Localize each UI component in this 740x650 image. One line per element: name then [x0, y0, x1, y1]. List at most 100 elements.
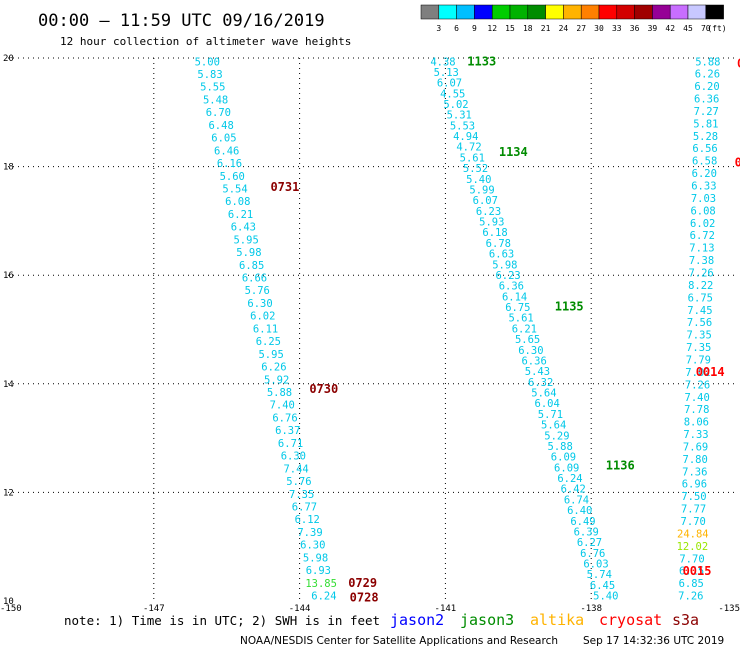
- wave-height-value: 6.25: [256, 336, 281, 348]
- wave-height-value: 6.23: [495, 270, 520, 282]
- wave-height-value: 6.72: [690, 230, 715, 242]
- wave-height-value: 5.64: [541, 420, 566, 432]
- wave-height-value: 12.02: [677, 541, 709, 553]
- wave-height-value: 7.77: [681, 504, 706, 516]
- satellite-jason2: jason2: [390, 611, 444, 629]
- legend-label: 18: [523, 24, 533, 33]
- satellite-s3a: s3a: [672, 611, 699, 629]
- wave-height-value: 6.15: [679, 566, 704, 578]
- wave-height-value: 7.44: [283, 463, 308, 475]
- legend-swatch: [456, 4, 475, 20]
- satellite-jason3: jason3: [460, 611, 514, 629]
- wave-height-value: 7.39: [297, 527, 322, 539]
- wave-height-value: 6.11: [253, 323, 278, 335]
- wave-height-value: 6.70: [206, 107, 231, 119]
- wave-height-value: 6.05: [211, 133, 236, 145]
- legend-swatch: [509, 4, 529, 20]
- wave-height-value: 4.94: [453, 131, 478, 143]
- legend-swatch: [438, 4, 457, 20]
- wave-height-value: 5.64: [531, 388, 556, 400]
- wave-height-value: 6.04: [535, 398, 560, 410]
- wave-height-value: 6.45: [590, 580, 615, 592]
- x-tick-label: -150: [0, 604, 22, 614]
- pass-label: 00: [737, 56, 740, 70]
- wave-height-value: 5.61: [460, 152, 485, 164]
- legend-swatch: [687, 4, 707, 20]
- wave-height-value: 13.85: [305, 578, 337, 590]
- satellite-legend: jason2 jason3 altika cryosat s3a: [390, 611, 699, 629]
- wave-height-value: 5.88: [267, 387, 292, 399]
- legend-swatch: [598, 4, 618, 20]
- wave-height-value: 7.33: [683, 429, 708, 441]
- note-text: note: 1) Time is in UTC; 2) SWH is in fe…: [64, 613, 380, 628]
- wave-height-value: 6.74: [564, 494, 589, 506]
- wave-height-value: 6.20: [694, 81, 719, 93]
- wave-height-value: 6.75: [505, 302, 530, 314]
- wave-height-value: 7.40: [685, 392, 710, 404]
- wave-height-value: 5.95: [233, 234, 258, 246]
- wave-height-value: 6.08: [225, 196, 250, 208]
- axis-ticks: -150 -147 -144 -141 -138 -135 10 12 14 16 18 20: [0, 54, 740, 614]
- wave-height-value: 6.36: [521, 355, 546, 367]
- wave-height-value: 7.36: [682, 466, 707, 478]
- wave-height-value: 4.72: [456, 142, 481, 154]
- wave-height-value: 6.03: [583, 559, 608, 571]
- legend-label: 24: [559, 24, 569, 33]
- wave-height-value: 6.21: [228, 209, 253, 221]
- wave-height-value: 7.26: [688, 267, 713, 279]
- wave-height-value: 7.79: [686, 354, 711, 366]
- wave-height-value: 6.37: [275, 425, 300, 437]
- wave-height-value: 6.39: [574, 526, 599, 538]
- wave-height-value: 5.00: [195, 56, 220, 68]
- wave-height-value: 6.26: [695, 69, 720, 81]
- wave-height-value: 5.02: [443, 99, 468, 111]
- wave-height-value: 6.12: [295, 514, 320, 526]
- legend-swatch: [669, 4, 689, 20]
- legend-label: 6: [454, 24, 459, 33]
- wave-height-value: 4.55: [440, 88, 465, 100]
- wave-height-value: 24.84: [677, 528, 709, 540]
- wave-height-value: 5.61: [508, 313, 533, 325]
- wave-height-value: 6.42: [561, 484, 586, 496]
- footer-timestamp: Sep 17 14:32:36 UTC 2019: [583, 635, 724, 647]
- wave-height-value: 6.48: [208, 120, 233, 132]
- wave-height-value: 7.38: [689, 255, 714, 267]
- wave-height-value: 5.98: [236, 247, 261, 259]
- wave-height-value: 5.31: [447, 110, 472, 122]
- wave-height-value: 5.60: [220, 171, 245, 183]
- legend-label: 36: [630, 24, 640, 33]
- wave-height-value: 6.23: [476, 206, 501, 218]
- wave-height-value: 5.76: [245, 285, 270, 297]
- wave-height-value: 6.76: [272, 412, 297, 424]
- footer-credit: NOAA/NESDIS Center for Satellite Applica…: [240, 635, 558, 647]
- wave-height-value: 6.40: [567, 505, 592, 517]
- legend-swatch: [652, 4, 671, 20]
- wave-height-value: 6.46: [214, 145, 239, 157]
- pass-label: 1133: [467, 54, 496, 68]
- wave-height-value: 5.71: [538, 409, 563, 421]
- pass-label: 0728: [350, 591, 379, 605]
- wave-height-value: 6.30: [281, 451, 306, 463]
- wave-height-value: 5.88: [695, 56, 720, 68]
- wave-height-value: 6.93: [306, 565, 331, 577]
- wave-height-value: 5.92: [264, 374, 289, 386]
- legend-swatch: [474, 4, 493, 20]
- wave-height-value: 6.30: [247, 298, 272, 310]
- wave-height-value: 6.75: [688, 292, 713, 304]
- wave-height-value: 5.53: [450, 120, 475, 132]
- wave-height-value: 6.71: [278, 438, 303, 450]
- legend-swatch: [580, 4, 600, 20]
- pass-label: 1136: [606, 458, 635, 472]
- legend-swatch: [527, 4, 546, 20]
- pass-label: 0731: [270, 180, 299, 194]
- wave-height-value: 5.65: [515, 334, 540, 346]
- wave-height-value: 6.43: [231, 222, 256, 234]
- wave-height-value: 7.35: [289, 489, 314, 501]
- legend-swatch: [545, 4, 564, 20]
- wave-height-value: 6.76: [580, 548, 605, 560]
- wave-height-value: 6.27: [577, 537, 602, 549]
- wave-height-value: 7.35: [686, 342, 711, 354]
- wave-height-tracks: 5.005.835.555.486.706.486.056.466.165.60…: [195, 56, 721, 602]
- wave-height-value: 5.28: [693, 131, 718, 143]
- wave-height-value: 6.56: [692, 143, 717, 155]
